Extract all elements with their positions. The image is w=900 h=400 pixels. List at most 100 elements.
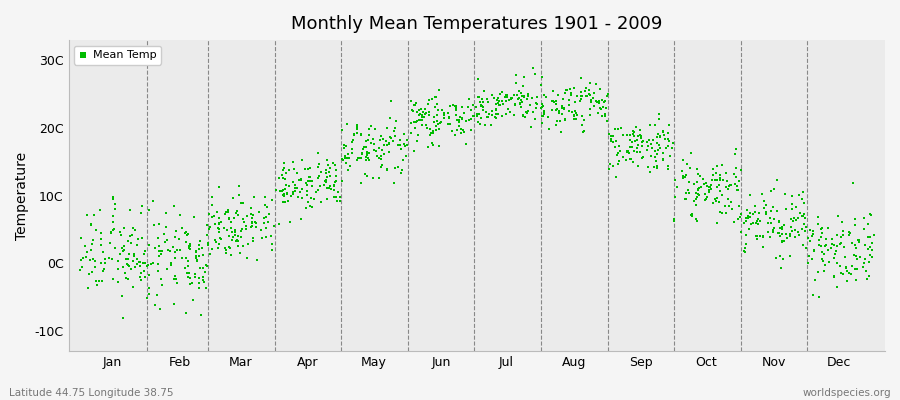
Mean Temp — [836, 270, 850, 277]
Mean Temp — [764, 220, 778, 226]
Mean Temp — [250, 257, 265, 263]
Mean Temp — [105, 276, 120, 283]
Mean Temp — [205, 214, 220, 220]
Mean Temp — [346, 137, 361, 144]
Title: Monthly Mean Temperatures 1901 - 2009: Monthly Mean Temperatures 1901 - 2009 — [291, 15, 662, 33]
Mean Temp — [119, 275, 133, 282]
Mean Temp — [836, 228, 850, 234]
Mean Temp — [434, 119, 448, 126]
Mean Temp — [320, 177, 334, 184]
Mean Temp — [491, 97, 505, 103]
Mean Temp — [488, 114, 502, 121]
Mean Temp — [562, 108, 576, 114]
Mean Temp — [312, 161, 327, 168]
Mean Temp — [392, 164, 406, 171]
Mean Temp — [290, 185, 304, 191]
Mean Temp — [96, 248, 111, 255]
Mean Temp — [85, 268, 99, 275]
Mean Temp — [739, 215, 753, 221]
Mean Temp — [663, 153, 678, 159]
Mean Temp — [94, 260, 108, 266]
Mean Temp — [716, 162, 730, 168]
Mean Temp — [693, 172, 707, 179]
Mean Temp — [653, 134, 668, 141]
Mean Temp — [517, 73, 531, 80]
Mean Temp — [624, 155, 638, 162]
Mean Temp — [650, 134, 664, 140]
Mean Temp — [361, 137, 375, 143]
Mean Temp — [184, 240, 198, 247]
Mean Temp — [607, 138, 621, 145]
Mean Temp — [406, 108, 420, 114]
Mean Temp — [675, 168, 689, 174]
Mean Temp — [284, 218, 298, 225]
Mean Temp — [635, 155, 650, 161]
Mean Temp — [850, 276, 864, 283]
Mean Temp — [212, 245, 226, 252]
Mean Temp — [238, 223, 253, 230]
Mean Temp — [232, 182, 247, 189]
Mean Temp — [367, 147, 382, 153]
Mean Temp — [280, 191, 294, 198]
Mean Temp — [104, 228, 118, 235]
Mean Temp — [190, 257, 204, 263]
Mean Temp — [182, 243, 196, 250]
Mean Temp — [114, 245, 129, 252]
Mean Temp — [574, 112, 589, 119]
Mean Temp — [705, 177, 719, 184]
Mean Temp — [708, 198, 723, 204]
Mean Temp — [577, 127, 591, 134]
Mean Temp — [249, 220, 264, 227]
Mean Temp — [770, 207, 784, 214]
Mean Temp — [159, 224, 174, 230]
Mean Temp — [387, 180, 401, 186]
Mean Temp — [537, 92, 552, 98]
Mean Temp — [76, 255, 90, 261]
Mean Temp — [173, 212, 187, 218]
Mean Temp — [602, 166, 616, 172]
Mean Temp — [169, 228, 184, 234]
Mean Temp — [508, 80, 523, 86]
Mean Temp — [428, 94, 442, 100]
Mean Temp — [857, 226, 871, 232]
Mean Temp — [842, 269, 857, 276]
Mean Temp — [122, 233, 137, 239]
Mean Temp — [193, 265, 207, 271]
Mean Temp — [124, 266, 139, 272]
Mean Temp — [756, 234, 770, 240]
Mean Temp — [384, 98, 399, 104]
Mean Temp — [116, 242, 130, 249]
Mean Temp — [218, 245, 232, 251]
Mean Temp — [484, 111, 499, 118]
Mean Temp — [328, 162, 342, 168]
Mean Temp — [245, 218, 259, 225]
Mean Temp — [546, 98, 561, 105]
Mean Temp — [640, 147, 654, 153]
Mean Temp — [507, 112, 521, 118]
Mean Temp — [418, 110, 433, 116]
Mean Temp — [811, 268, 825, 275]
Mean Temp — [410, 138, 425, 144]
Mean Temp — [248, 219, 263, 225]
Mean Temp — [656, 156, 670, 162]
Mean Temp — [626, 144, 640, 150]
Mean Temp — [183, 280, 197, 287]
Mean Temp — [210, 209, 224, 215]
Mean Temp — [536, 107, 551, 114]
Mean Temp — [105, 255, 120, 262]
Mean Temp — [452, 116, 466, 123]
Mean Temp — [520, 96, 535, 102]
Mean Temp — [481, 99, 495, 105]
Mean Temp — [377, 151, 392, 157]
Mean Temp — [433, 120, 447, 126]
Mean Temp — [223, 218, 238, 225]
Mean Temp — [255, 235, 269, 241]
Mean Temp — [563, 90, 578, 96]
Mean Temp — [853, 254, 868, 260]
Mean Temp — [612, 158, 626, 164]
Mean Temp — [121, 238, 135, 244]
Mean Temp — [429, 118, 444, 124]
Mean Temp — [557, 105, 572, 111]
Mean Temp — [833, 234, 848, 240]
Mean Temp — [552, 108, 566, 114]
